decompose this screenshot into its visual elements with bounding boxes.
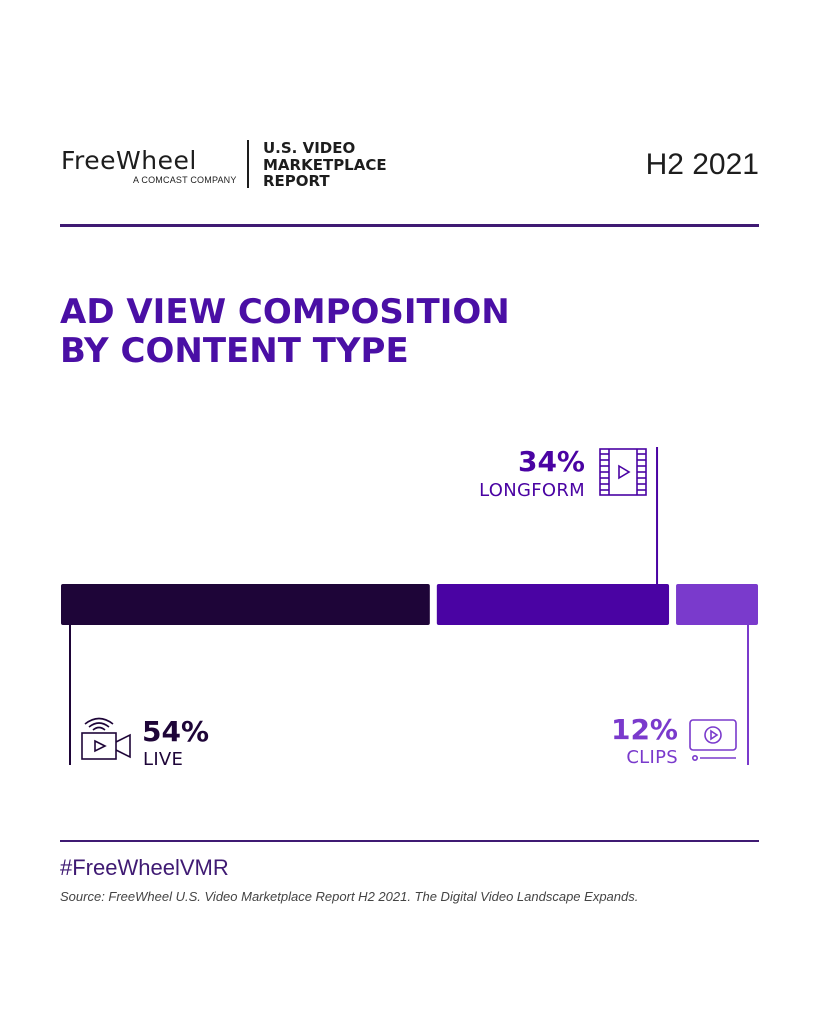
report-title: U.S. VIDEO MARKETPLACE REPORT — [263, 139, 387, 190]
logo-subtitle: A COMCAST COMPANY — [133, 175, 237, 185]
value-label-clips: 12% — [611, 713, 678, 746]
category-label-live: LIVE — [143, 749, 183, 770]
category-label-longform: LONGFORM — [479, 480, 585, 501]
value-label-live: 54% — [142, 715, 209, 748]
bar-segment-clips — [676, 584, 758, 625]
header-divider — [247, 140, 249, 188]
source-note: Source: FreeWheel U.S. Video Marketplace… — [60, 889, 639, 904]
bar-segment-longform — [436, 584, 670, 625]
hashtag: #FreeWheelVMR — [60, 855, 229, 880]
video-camera-broadcast-icon — [81, 717, 131, 760]
video-player-icon — [689, 719, 737, 761]
film-strip-icon — [599, 448, 647, 496]
bottom-rule — [60, 840, 759, 842]
category-label-clips: CLIPS — [626, 747, 678, 768]
chart-headline: AD VIEW COMPOSITION BY CONTENT TYPE — [60, 292, 510, 371]
logo-wordmark: FreeWheel — [61, 146, 197, 175]
value-label-longform: 34% — [518, 445, 585, 478]
bar-segment-live — [61, 584, 430, 625]
report-period: H2 2021 — [645, 148, 759, 181]
top-rule — [60, 224, 759, 227]
